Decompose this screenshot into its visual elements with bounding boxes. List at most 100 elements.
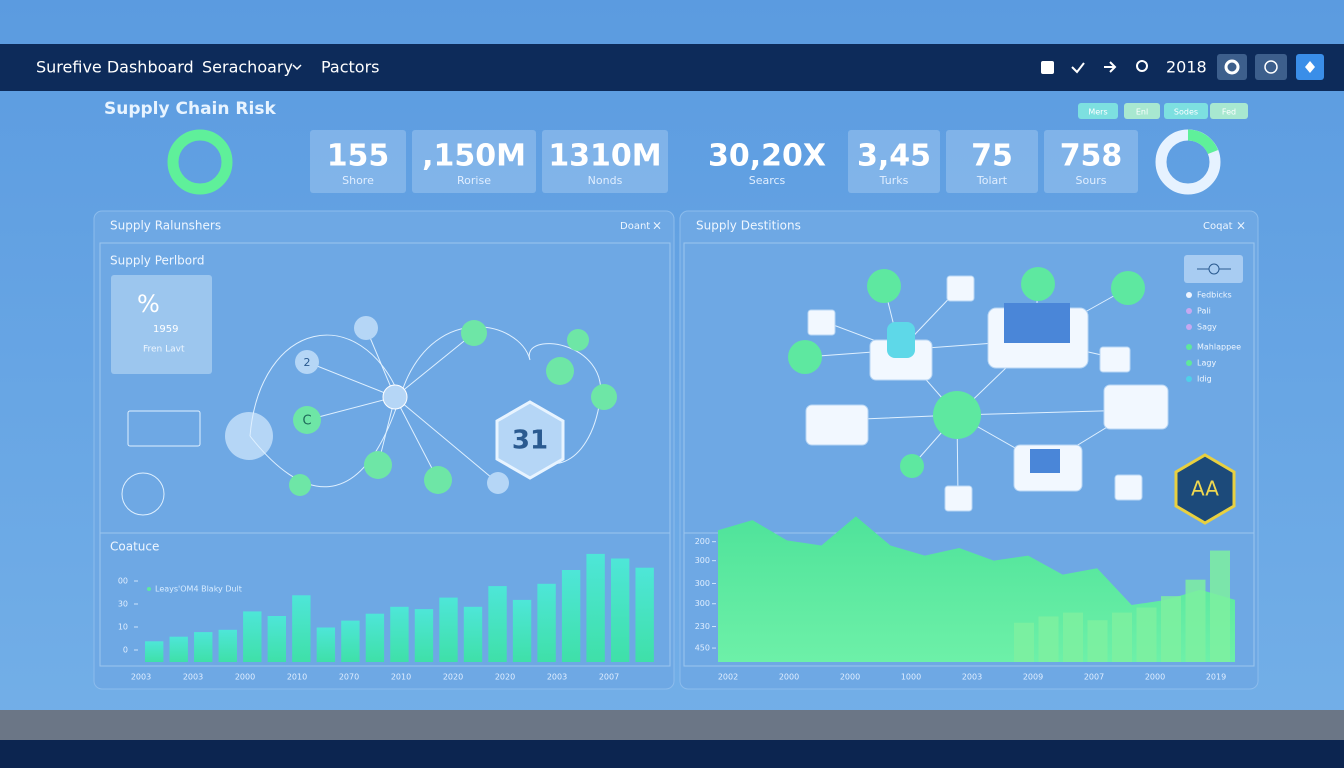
bar: [1014, 622, 1034, 662]
x-tick-label: 2003: [547, 673, 567, 682]
subtitle: Supply Perlbord: [110, 254, 204, 268]
kpi-label: Nonds: [588, 174, 623, 187]
hex-nodes: [788, 267, 1145, 478]
filter-tag[interactable]: [1164, 103, 1208, 119]
node: [487, 472, 509, 494]
bar: [341, 620, 360, 662]
x-tick-label: 2019: [1206, 673, 1226, 682]
bar: [586, 553, 605, 662]
filter-tag-label: Enl: [1136, 108, 1148, 117]
kpi-label: Searcs: [749, 174, 786, 187]
filter-tag[interactable]: [1078, 103, 1118, 119]
legend-swatch: [1186, 292, 1192, 298]
icon: [1264, 60, 1278, 74]
close-icon[interactable]: ×: [652, 219, 662, 233]
panel-action[interactable]: Coqat: [1203, 221, 1233, 232]
y-tick-label: 300: [695, 579, 710, 588]
bar: [610, 558, 630, 662]
panel-action[interactable]: Doant: [620, 221, 650, 232]
legend-swatch: [1186, 308, 1192, 314]
kpi-value: 75: [971, 139, 1013, 174]
nav-bar: [0, 44, 1344, 91]
bar: [365, 613, 385, 662]
bar: [414, 609, 434, 662]
kpi-card: [542, 130, 668, 193]
year: 2018: [1166, 58, 1207, 77]
donut: [167, 129, 233, 195]
y-tick-label: 200: [695, 537, 710, 546]
node: [424, 466, 452, 494]
kpi-label: Sours: [1076, 174, 1107, 187]
bar: [316, 627, 336, 662]
panel-title: Supply Destitions: [696, 219, 801, 233]
x-tick-label: 2010: [287, 673, 307, 682]
kpi-card: [412, 130, 536, 193]
legend-label: Idig: [1197, 375, 1212, 384]
x-tick-label: 1000: [901, 673, 921, 682]
card-value: 1959: [153, 324, 178, 335]
settings-button[interactable]: [1217, 54, 1247, 80]
hex-node: [495, 400, 565, 480]
kpi-label: Tolart: [976, 174, 1008, 187]
icon[interactable]: [1071, 62, 1085, 74]
bar: [145, 641, 164, 662]
kpi-label: Shore: [342, 174, 374, 187]
node-label: 2: [304, 356, 311, 369]
bar: [1136, 607, 1157, 662]
y-tick-label: 300: [695, 599, 710, 608]
x-tick-label: 2003: [962, 673, 982, 682]
icon: [225, 412, 273, 460]
chart-title: Coatuce: [110, 540, 159, 554]
bar: [1112, 612, 1132, 662]
bar: [463, 606, 483, 662]
menu-item[interactable]: Pactors: [321, 58, 380, 77]
card-label: Fren Lavt: [143, 345, 185, 355]
legend-label: Pali: [1197, 307, 1211, 316]
y-tick-label: 30: [118, 600, 128, 609]
node: [289, 474, 311, 496]
brand[interactable]: Surefive Dashboard: [36, 58, 194, 77]
node: [295, 350, 319, 374]
bar: [1087, 620, 1108, 662]
search-icon[interactable]: [1136, 60, 1148, 72]
icon[interactable]: [1104, 61, 1117, 73]
bar: [1038, 616, 1059, 662]
x-tick-label: 2020: [495, 673, 515, 682]
kpi-value: 3,45: [857, 139, 931, 174]
close-icon[interactable]: ×: [1236, 219, 1246, 233]
kpi-label: Rorise: [457, 174, 491, 187]
panel-title: Supply Ralunshers: [110, 219, 221, 233]
x-tick-label: 2002: [718, 673, 738, 682]
filter-tag-label: Sodes: [1174, 108, 1198, 117]
legend-swatch: [147, 587, 151, 591]
dropdown-icon: [292, 64, 302, 71]
clock-button[interactable]: [1255, 54, 1287, 80]
bar: [194, 632, 213, 662]
filter-tag[interactable]: [1210, 103, 1248, 119]
bar: [1210, 550, 1230, 662]
y-tick-label: 300: [695, 556, 710, 565]
network-links: [249, 326, 602, 488]
menu-item[interactable]: Serachoary: [202, 58, 293, 77]
kpi-value: ,150M: [422, 139, 526, 174]
x-tick-label: 2000: [840, 673, 860, 682]
bar: [1063, 612, 1083, 662]
icon: [1305, 61, 1315, 73]
node: [546, 357, 574, 385]
icon: [1224, 59, 1240, 75]
x-tick-label: 2003: [183, 673, 203, 682]
kpi-label: Turks: [879, 174, 909, 187]
kpi-card: [1044, 130, 1138, 193]
y-tick-label: 00: [118, 577, 128, 586]
badge-label: AA: [1191, 477, 1219, 501]
bar: [267, 616, 287, 662]
legend-swatch: [1186, 324, 1192, 330]
icon[interactable]: [1041, 61, 1054, 74]
node-label: 31: [512, 426, 548, 456]
filter-tag[interactable]: [1124, 103, 1160, 119]
node: [293, 406, 321, 434]
x-tick-label: 2009: [1023, 673, 1043, 682]
bar: [1161, 596, 1181, 662]
x-tick-label: 2003: [131, 673, 151, 682]
